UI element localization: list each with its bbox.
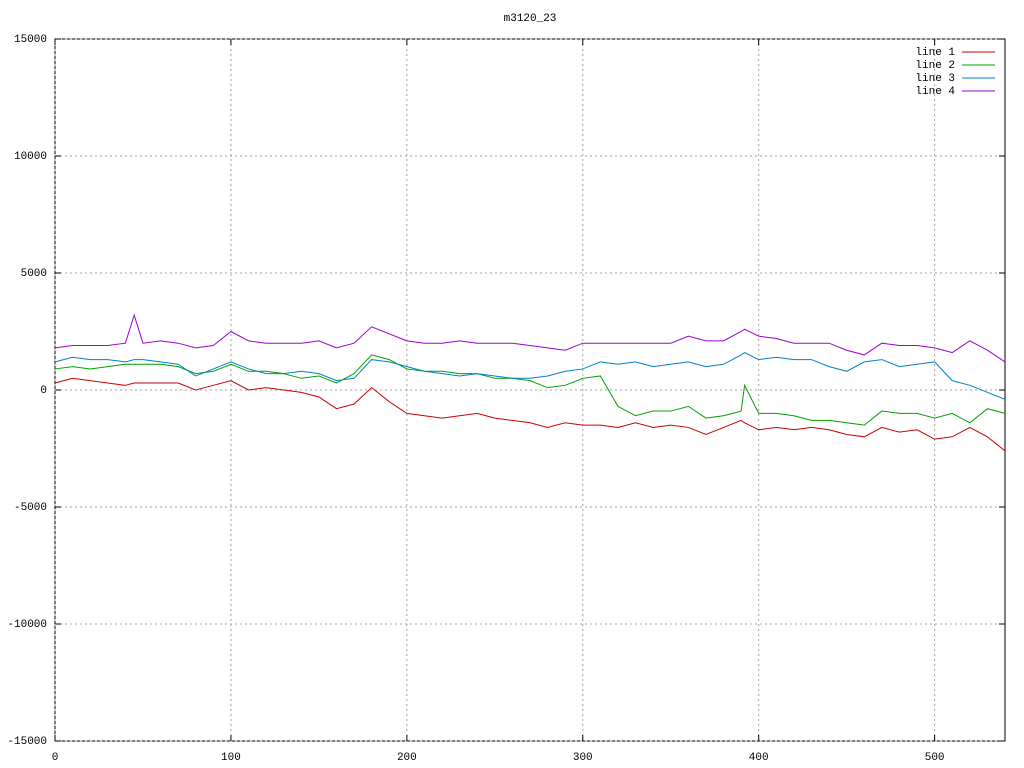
y-tick-label: 5000 bbox=[21, 268, 47, 280]
y-tick-label: 10000 bbox=[14, 151, 47, 163]
y-tick-label: 15000 bbox=[14, 34, 47, 46]
y-tick-label: -5000 bbox=[14, 502, 47, 514]
y-tick-label: 0 bbox=[40, 385, 47, 397]
y-tick-label: -10000 bbox=[7, 619, 47, 631]
legend-label: line 2 bbox=[915, 60, 955, 72]
data-line bbox=[54, 351, 1006, 400]
x-tick-label: 500 bbox=[925, 752, 945, 764]
x-tick-label: 400 bbox=[749, 752, 769, 764]
data-line bbox=[54, 313, 1006, 363]
legend-label: line 3 bbox=[915, 73, 955, 85]
x-tick-label: 200 bbox=[397, 752, 417, 764]
data-line bbox=[54, 354, 1006, 426]
legend-label: line 4 bbox=[915, 86, 955, 98]
x-tick-label: 100 bbox=[221, 752, 241, 764]
data-line bbox=[54, 377, 1006, 452]
chart-title: m3120_23 bbox=[504, 13, 557, 25]
x-tick-label: 300 bbox=[573, 752, 593, 764]
y-tick-label: -15000 bbox=[7, 736, 47, 748]
x-tick-label: 0 bbox=[52, 752, 59, 764]
legend-label: line 1 bbox=[915, 47, 955, 59]
